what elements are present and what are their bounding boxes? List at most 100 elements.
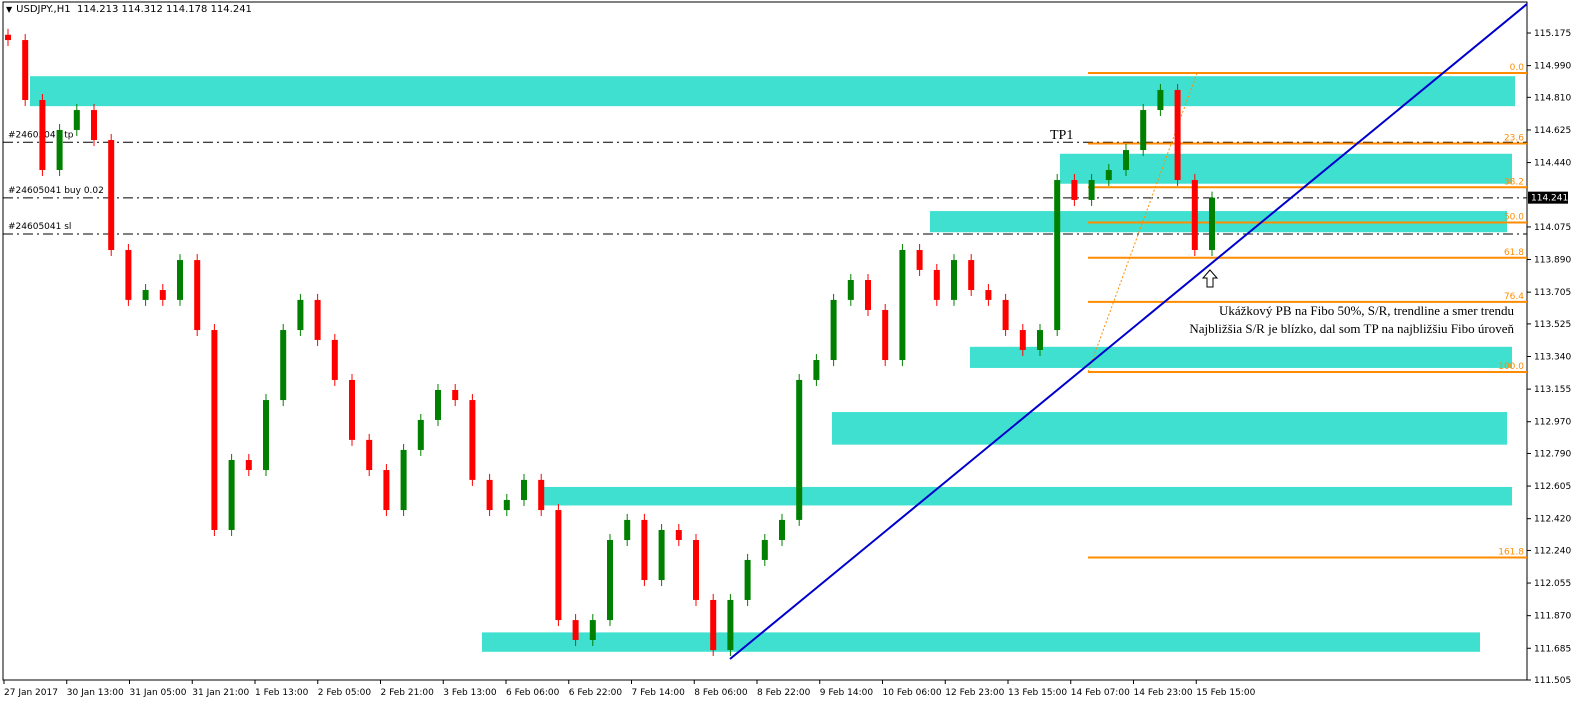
candle-body <box>882 309 889 361</box>
candle-body <box>1002 299 1009 331</box>
x-tick-label: 6 Feb 06:00 <box>506 688 560 698</box>
y-tick-label: 112.970 <box>1534 418 1571 428</box>
sr-zone[interactable] <box>542 486 1512 506</box>
symbol-label: USDJPY.,H1 <box>16 4 71 15</box>
candle-body <box>435 389 441 420</box>
trendline[interactable] <box>729 3 1528 660</box>
candle-body <box>228 459 235 530</box>
candle-body <box>607 540 613 621</box>
dropdown-triangle-icon[interactable]: ▼ <box>6 5 13 14</box>
x-tick-label: 14 Feb 23:00 <box>1134 688 1193 698</box>
candle-body <box>572 620 579 640</box>
candle-body <box>22 40 29 100</box>
candle-body <box>245 459 252 471</box>
x-tick-label: 13 Feb 15:00 <box>1008 688 1067 698</box>
fibo-level-label: 0.0 <box>1510 63 1525 73</box>
x-tick-label: 10 Feb 06:00 <box>883 688 942 698</box>
candle-body <box>589 620 596 640</box>
candle-body <box>1071 180 1078 200</box>
candle-body <box>968 260 975 291</box>
candle-body <box>194 260 201 331</box>
candle-body <box>211 330 218 530</box>
x-tick-label: 9 Feb 14:00 <box>820 688 874 698</box>
y-tick-label: 113.340 <box>1534 353 1571 363</box>
candle-body <box>813 360 820 380</box>
candle-body <box>91 110 97 141</box>
y-tick-label: 112.055 <box>1534 579 1571 589</box>
fibo-level-label: 100.0 <box>1498 362 1524 372</box>
candle-body <box>314 299 321 340</box>
y-tick-label: 113.525 <box>1534 320 1571 330</box>
candle-body <box>693 540 699 600</box>
candle-body <box>280 330 287 401</box>
candle-body <box>847 279 854 300</box>
candle-body <box>1105 169 1112 181</box>
candle-body <box>521 479 527 501</box>
y-tick-label: 111.685 <box>1534 644 1571 654</box>
fibo-level-label: 76.4 <box>1504 292 1524 302</box>
y-tick-label: 114.810 <box>1534 93 1571 103</box>
candle-body <box>73 110 80 130</box>
sr-zone[interactable] <box>30 76 1515 107</box>
y-tick-label: 112.790 <box>1534 449 1571 459</box>
candle-body <box>331 339 338 380</box>
fibo-level-label: 61.8 <box>1504 248 1524 258</box>
sr-zone[interactable] <box>1060 153 1512 184</box>
fibo-level-label: 50.0 <box>1504 213 1524 223</box>
candle-body <box>1209 197 1215 251</box>
candle-body <box>985 290 992 300</box>
candle-body <box>1123 150 1129 170</box>
candle-body <box>727 599 734 651</box>
current-price-label: 114.241 <box>1531 194 1568 204</box>
candle-body <box>177 260 183 300</box>
y-tick-label: 113.705 <box>1534 288 1571 298</box>
x-tick-label: 8 Feb 22:00 <box>757 688 811 698</box>
up-arrow-icon <box>1201 269 1219 288</box>
candle-body <box>624 519 631 541</box>
candle-body <box>1054 180 1061 331</box>
candle-body <box>555 510 562 621</box>
sr-zone[interactable] <box>832 412 1507 445</box>
candle-body <box>675 529 682 541</box>
sr-zone[interactable] <box>970 346 1512 368</box>
candle-body <box>658 529 665 581</box>
sr-zone[interactable] <box>482 632 1480 652</box>
x-tick-label: 6 Feb 22:00 <box>569 688 623 698</box>
candle-body <box>5 34 11 41</box>
candle-body <box>297 299 304 331</box>
x-tick-label: 7 Feb 14:00 <box>632 688 686 698</box>
x-tick-label: 30 Jan 13:00 <box>67 688 124 698</box>
order-line-label: #24605041 buy 0.02 <box>8 186 104 196</box>
candle-body <box>366 439 373 471</box>
y-tick-label: 112.605 <box>1534 482 1571 492</box>
y-tick-label: 114.075 <box>1534 223 1571 233</box>
candle-body <box>56 129 63 170</box>
x-tick-label: 8 Feb 06:00 <box>694 688 748 698</box>
candle-body <box>263 400 269 471</box>
y-tick-label: 114.990 <box>1534 62 1571 72</box>
candle-body <box>1037 330 1043 350</box>
candle-body <box>1019 330 1026 350</box>
candle-body <box>779 519 785 541</box>
candle-body <box>159 290 166 300</box>
candle-body <box>796 379 803 520</box>
ohlc-readout: 114.213 114.312 114.178 114.241 <box>76 4 252 15</box>
candle-body <box>349 379 355 440</box>
candle-body <box>1140 110 1147 151</box>
candle-body <box>503 500 510 511</box>
candle-body <box>1191 180 1198 251</box>
y-tick-label: 111.870 <box>1534 612 1571 622</box>
x-tick-label: 31 Jan 05:00 <box>130 688 187 698</box>
candle-body <box>916 250 923 270</box>
x-tick-label: 2 Feb 21:00 <box>381 688 435 698</box>
candle-body <box>1157 89 1164 111</box>
fibo-level-label: 38.2 <box>1504 177 1524 187</box>
candle-body <box>1174 89 1181 181</box>
candle-body <box>469 400 476 480</box>
annotation-line-2: Najbližšia S/R je blízko, dal som TP na … <box>1189 321 1514 336</box>
y-tick-label: 114.625 <box>1534 126 1571 136</box>
candle-body <box>899 250 906 361</box>
candle-body <box>125 250 132 300</box>
candle-body <box>933 269 940 300</box>
